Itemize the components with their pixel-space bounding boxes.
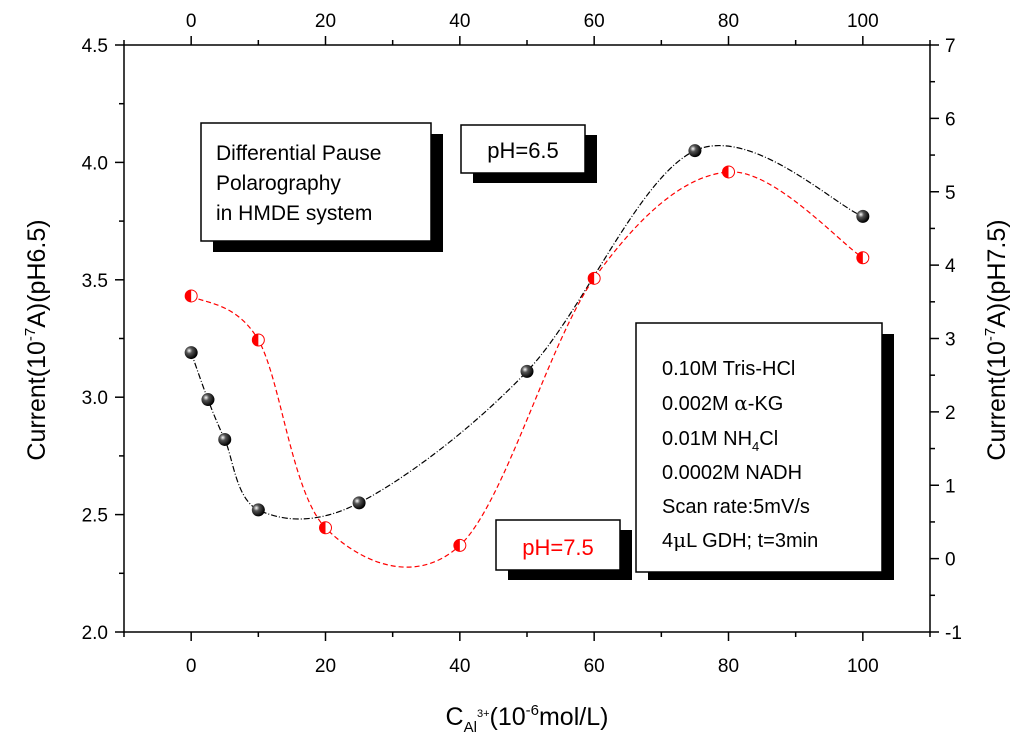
y-left-tick-label: 2.0 xyxy=(82,623,108,644)
point-ph75 xyxy=(319,521,332,535)
point-ph75 xyxy=(251,333,265,347)
method-line-3: in HMDE system xyxy=(216,202,372,225)
x-tick-label-top: 0 xyxy=(186,11,197,32)
x-tick-label-bottom: 80 xyxy=(718,656,739,677)
point-ph75-half xyxy=(252,333,259,346)
y-right-tick-label: 6 xyxy=(945,109,956,130)
condition-line-6: 4μL GDH; t=3min xyxy=(662,528,818,552)
point-ph65 xyxy=(856,209,870,223)
conditions-annotation: 0.10M Tris-HCl 0.002M α-KG 0.01M NH4Cl 0… xyxy=(635,322,894,580)
point-ph65 xyxy=(184,346,198,360)
y-left-tick-label: 2.5 xyxy=(82,506,108,527)
y-right-tick-label: 5 xyxy=(945,183,956,204)
series-line-ph75 xyxy=(190,171,864,568)
method-line-1: Differential Pause xyxy=(216,142,381,165)
point-ph75 xyxy=(453,538,467,552)
condition-line-3: 0.01M NH4Cl xyxy=(662,428,778,454)
point-ph75-half xyxy=(588,272,595,285)
x-tick-label-top: 20 xyxy=(315,11,336,32)
x-tick-label-bottom: 0 xyxy=(186,656,197,677)
ph65-annotation: pH=6.5 xyxy=(460,124,597,183)
x-axis-label: CAl3+(10-6mol/L) xyxy=(446,702,609,736)
y-right-tick-label: 7 xyxy=(945,36,956,57)
y-left-tick-label: 4.5 xyxy=(82,36,108,57)
point-ph65 xyxy=(688,144,702,158)
point-ph75 xyxy=(856,251,870,265)
y-axis-right: -1 0 1 2 3 4 5 6 7 xyxy=(930,36,962,644)
point-ph75-half xyxy=(856,251,863,264)
x-tick-label-top: 40 xyxy=(449,11,470,32)
y-left-tick-label: 3.0 xyxy=(82,388,108,409)
point-ph65 xyxy=(201,393,215,407)
point-ph75-half xyxy=(185,289,192,302)
x-axis-top: 0 20 40 60 80 100 xyxy=(123,11,931,45)
x-tick-label-bottom: 20 xyxy=(315,656,336,677)
y-right-tick-label: -1 xyxy=(945,623,962,644)
y-right-tick-label: 0 xyxy=(945,550,956,571)
y-right-tick-label: 4 xyxy=(945,256,956,277)
method-box xyxy=(200,122,432,242)
y-right-tick-label: 1 xyxy=(945,476,956,497)
y-axis-left-label: Current(10-7A)(pH6.5) xyxy=(22,219,51,460)
condition-line-4: 0.0002M NADH xyxy=(662,462,802,484)
x-axis-bottom: 0 20 40 60 80 100 xyxy=(123,632,931,677)
point-ph65 xyxy=(352,496,366,510)
point-ph75-half xyxy=(722,165,729,178)
point-ph75 xyxy=(184,289,198,303)
series-points xyxy=(184,144,870,552)
x-tick-label-top: 100 xyxy=(847,11,879,32)
y-left-tick-label: 3.5 xyxy=(82,271,108,292)
conditions-box xyxy=(635,322,883,573)
point-ph75 xyxy=(722,165,735,179)
condition-line-1: 0.10M Tris-HCl xyxy=(662,358,795,380)
condition-line-5: Scan rate:5mV/s xyxy=(662,496,810,518)
method-annotation: Differential Pause Polarography in HMDE … xyxy=(200,122,443,252)
y-axis-left: 2.0 2.5 3.0 3.5 4.0 4.5 xyxy=(82,36,124,644)
ph65-box xyxy=(460,124,586,174)
condition-line-2: 0.002M α-KG xyxy=(662,391,783,415)
x-tick-label-bottom: 60 xyxy=(584,656,605,677)
point-ph65 xyxy=(218,432,232,446)
point-ph75-half xyxy=(453,539,460,552)
x-tick-label-bottom: 40 xyxy=(449,656,470,677)
x-tick-label-top: 80 xyxy=(718,11,739,32)
point-ph75 xyxy=(587,271,601,285)
method-line-2: Polarography xyxy=(216,172,341,195)
y-left-tick-label: 4.0 xyxy=(82,153,108,174)
y-right-tick-label: 3 xyxy=(945,330,956,351)
point-ph65 xyxy=(251,503,265,517)
ph75-annotation: pH=7.5 xyxy=(495,519,632,580)
x-tick-label-bottom: 100 xyxy=(847,656,879,677)
y-axis-right-label: Current(10-7A)(pH7.5) xyxy=(982,219,1011,460)
point-ph65 xyxy=(520,364,534,378)
ph75-label: pH=7.5 xyxy=(522,535,594,560)
point-ph75-half xyxy=(319,521,326,534)
ph75-box xyxy=(495,519,621,571)
ph65-label: pH=6.5 xyxy=(487,138,559,163)
x-tick-label-top: 60 xyxy=(584,11,605,32)
y-right-tick-label: 2 xyxy=(945,403,956,424)
